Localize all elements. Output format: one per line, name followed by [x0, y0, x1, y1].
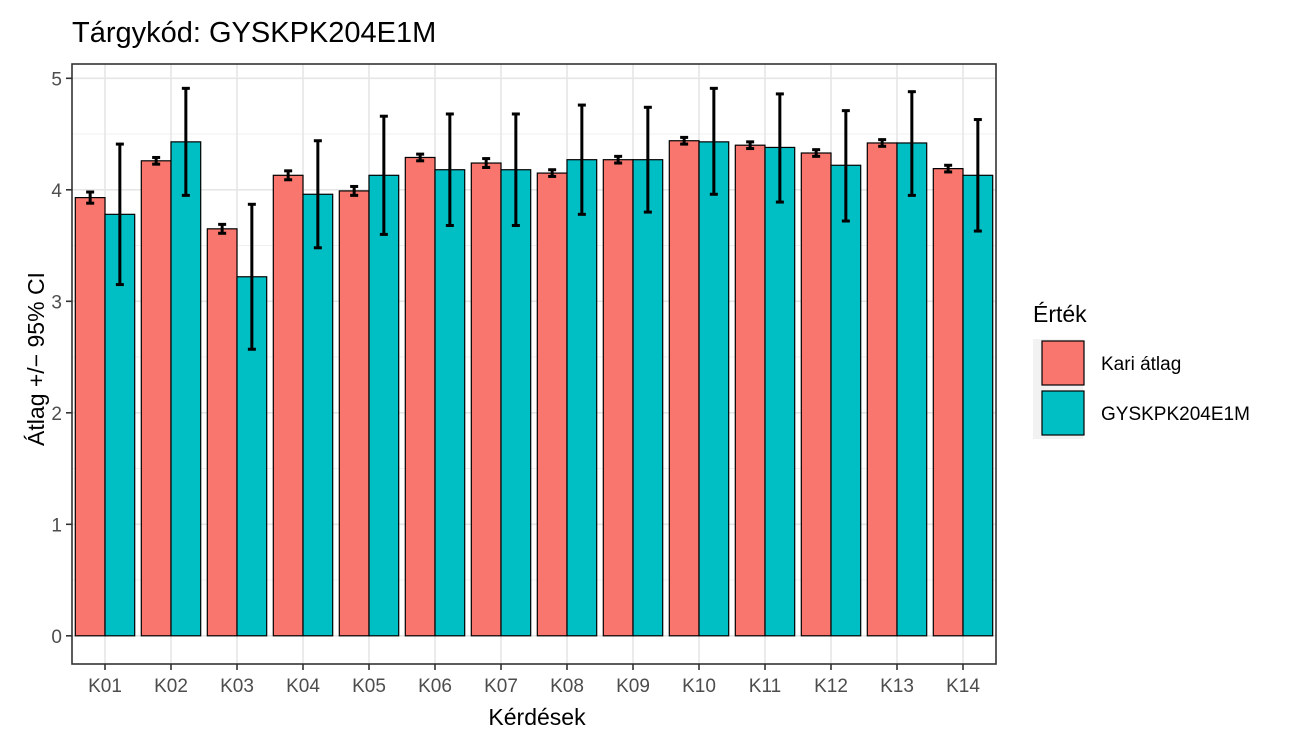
legend-label: Kari átlag [1101, 354, 1181, 375]
bar-targy-K06 [434, 169, 466, 637]
x-tick-label: K05 [352, 676, 386, 697]
y-tick-label: 4 [51, 181, 62, 202]
bar-kari-K08 [536, 172, 568, 637]
y-tick-label: 0 [51, 627, 62, 648]
bar-targy-K09 [632, 159, 664, 637]
bar-kari-K01 [74, 197, 106, 637]
legend-key [1041, 390, 1085, 436]
bar-kari-K04 [272, 174, 304, 637]
plot-panel: 0 1 2 3 4 5 K01 K02 K03 K04 K05 K06 K07 K08 K09 K10 K11 K… [51, 63, 997, 697]
panel-border [71, 63, 997, 665]
bar-kari-K12 [800, 152, 832, 637]
x-tick-label: K03 [220, 676, 254, 697]
bar-targy-K10 [698, 141, 730, 637]
bar-targy-K04 [302, 193, 334, 637]
error-bar-targy-K06 [445, 112, 454, 227]
error-bar-targy-K12 [841, 109, 850, 223]
bar-kari-K03 [206, 228, 238, 637]
x-tick-label: K13 [880, 676, 914, 697]
error-bar-kari-K08 [548, 168, 557, 178]
y-tick-label: 3 [51, 292, 62, 313]
error-bar-targy-K10 [709, 86, 718, 196]
bar-kari-K14 [932, 168, 964, 637]
x-tick-label: K04 [286, 676, 320, 697]
error-bar-kari-K04 [284, 169, 293, 182]
bar-kari-K11 [734, 144, 766, 637]
error-bar-kari-K06 [416, 152, 425, 163]
bar-kari-K02 [140, 160, 172, 637]
legend: Érték Kari átlag GYSKPK204E1M [1033, 301, 1250, 439]
error-bar-targy-K01 [115, 142, 124, 287]
error-bar-targy-K13 [907, 90, 916, 197]
x-tick-label: K09 [616, 676, 650, 697]
x-tick-label: K11 [749, 676, 781, 697]
legend-item-kari: Kari átlag [1033, 339, 1181, 389]
bar-kari-K10 [668, 140, 700, 637]
bar-targy-K13 [896, 142, 928, 637]
chart-title: Tárgykód: GYSKPK204E1M [72, 17, 436, 49]
error-bar-kari-K05 [350, 184, 359, 197]
bar-kari-K07 [470, 162, 502, 637]
bar-kari-K06 [404, 156, 436, 637]
error-bar-targy-K03 [247, 202, 256, 351]
error-bar-targy-K11 [775, 92, 784, 204]
legend-label: GYSKPK204E1M [1101, 404, 1250, 425]
bar-targy-K12 [830, 164, 862, 637]
x-tick-label: K08 [550, 676, 584, 697]
error-bar-kari-K09 [614, 154, 623, 165]
error-bar-kari-K11 [746, 140, 755, 151]
bar-targy-K08 [566, 159, 598, 637]
x-tick-label: K02 [154, 676, 188, 697]
bar-targy-K07 [500, 169, 532, 637]
error-bar-targy-K02 [181, 86, 190, 197]
x-tick-label: K14 [946, 676, 980, 697]
x-axis-title: Kérdések [488, 704, 586, 730]
bar-targy-K11 [764, 146, 796, 637]
x-tick-label: K10 [682, 676, 716, 697]
error-bar-kari-K01 [86, 190, 95, 205]
x-tick-label: K06 [418, 676, 452, 697]
legend-key [1041, 340, 1085, 386]
error-bar-targy-K08 [577, 103, 586, 216]
bar-kari-K05 [338, 190, 370, 637]
bar-targy-K02 [170, 141, 202, 637]
x-tick-label: K12 [814, 676, 848, 697]
y-tick-label: 1 [51, 515, 62, 536]
bar-kari-K09 [602, 159, 634, 637]
error-bar-kari-K13 [878, 138, 887, 148]
error-bar-targy-K05 [379, 114, 388, 236]
y-tick-label: 2 [51, 404, 62, 425]
error-bar-targy-K09 [643, 105, 652, 214]
error-bar-kari-K10 [680, 135, 689, 146]
error-bar-targy-K07 [511, 112, 520, 227]
y-tick-label: 5 [51, 69, 62, 90]
x-tick-label: K07 [484, 676, 518, 697]
error-bar-targy-K04 [313, 139, 322, 250]
error-bar-kari-K12 [812, 148, 821, 158]
bar-kari-K13 [866, 142, 898, 637]
legend-title: Érték [1033, 301, 1087, 327]
bar-targy-K05 [368, 174, 400, 637]
y-axis-title: Átlag +/− 95% CI [23, 272, 49, 446]
error-bar-targy-K14 [973, 118, 982, 233]
error-bar-kari-K02 [152, 155, 161, 166]
error-bar-kari-K03 [218, 222, 227, 235]
legend-item-targy: GYSKPK204E1M [1033, 389, 1250, 439]
x-tick-label: K01 [88, 676, 122, 697]
error-bar-kari-K14 [944, 163, 953, 174]
error-bar-kari-K07 [482, 157, 491, 169]
bar-targy-K14 [962, 174, 994, 637]
